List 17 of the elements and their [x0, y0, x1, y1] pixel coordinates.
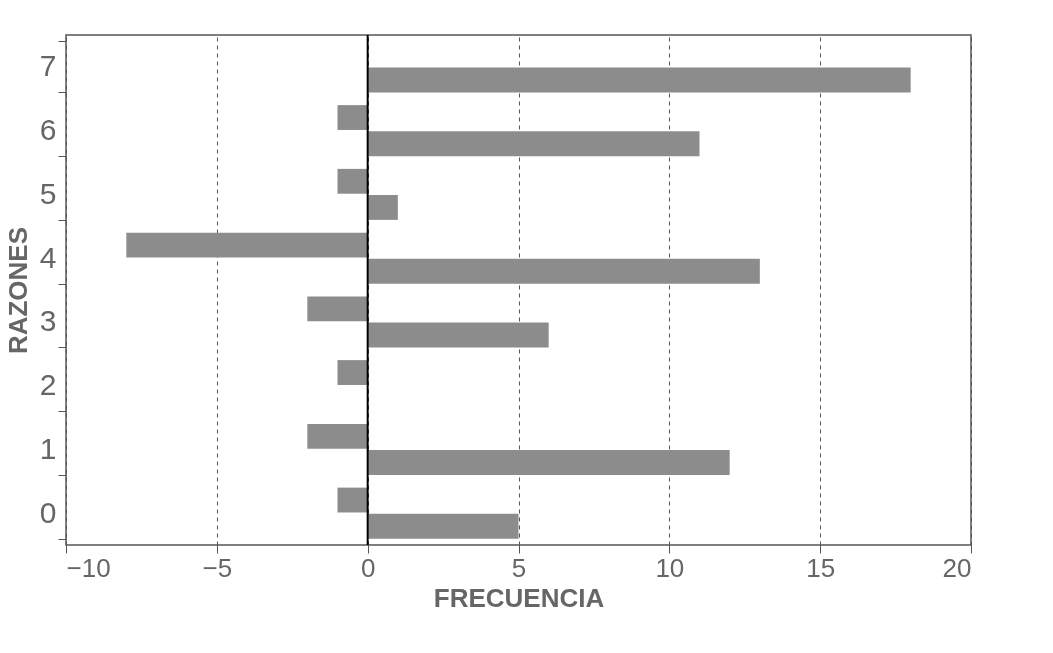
x-tick-label: −5 — [202, 552, 233, 583]
y-tick-label: 5 — [39, 176, 57, 210]
x-tick-label: 10 — [655, 552, 685, 583]
x-tick-label: 0 — [360, 552, 376, 583]
x-tick-label: 20 — [942, 552, 972, 583]
y-tick-label: 7 — [39, 49, 57, 83]
y-tick-label: 4 — [39, 240, 57, 274]
y-tick-label: 3 — [39, 304, 57, 338]
y-tick-label: 1 — [39, 431, 57, 465]
x-tick-label: 5 — [511, 552, 527, 583]
y-tick-label: 0 — [39, 495, 57, 529]
y-tick-label: 2 — [39, 368, 57, 402]
x-tick-label: −10 — [66, 552, 111, 583]
y-axis-title: RAZONES — [2, 226, 33, 355]
y-tick-label: 6 — [39, 113, 57, 147]
x-tick-label: 15 — [806, 552, 836, 583]
x-axis-title: FRECUENCIA — [433, 582, 605, 613]
